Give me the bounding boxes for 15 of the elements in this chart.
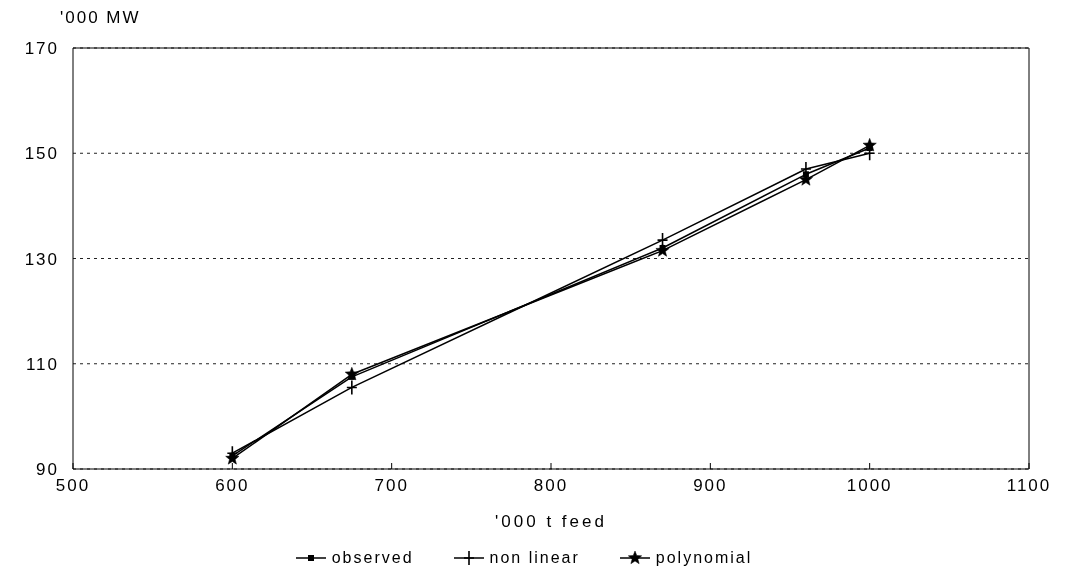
y-tick-label: 150	[24, 144, 59, 164]
y-tick-label: 110	[25, 354, 59, 374]
y-tick-label: 170	[24, 39, 59, 59]
x-tick-label: 1000	[846, 476, 893, 496]
x-tick-label: 700	[374, 476, 409, 496]
legend-label: non linear	[489, 549, 580, 567]
x-tick-label: 900	[693, 476, 728, 496]
y-tick-label: 130	[24, 249, 59, 269]
x-tick-label: 800	[533, 476, 569, 496]
x-axis-title: '000 t feed	[495, 512, 607, 531]
legend-label: polynomial	[655, 549, 753, 567]
y-axis-title: '000 MW	[60, 8, 141, 28]
legend-label: observed	[331, 549, 414, 567]
x-tick-label: 1100	[1006, 476, 1052, 496]
x-tick-label: 600	[215, 476, 250, 496]
